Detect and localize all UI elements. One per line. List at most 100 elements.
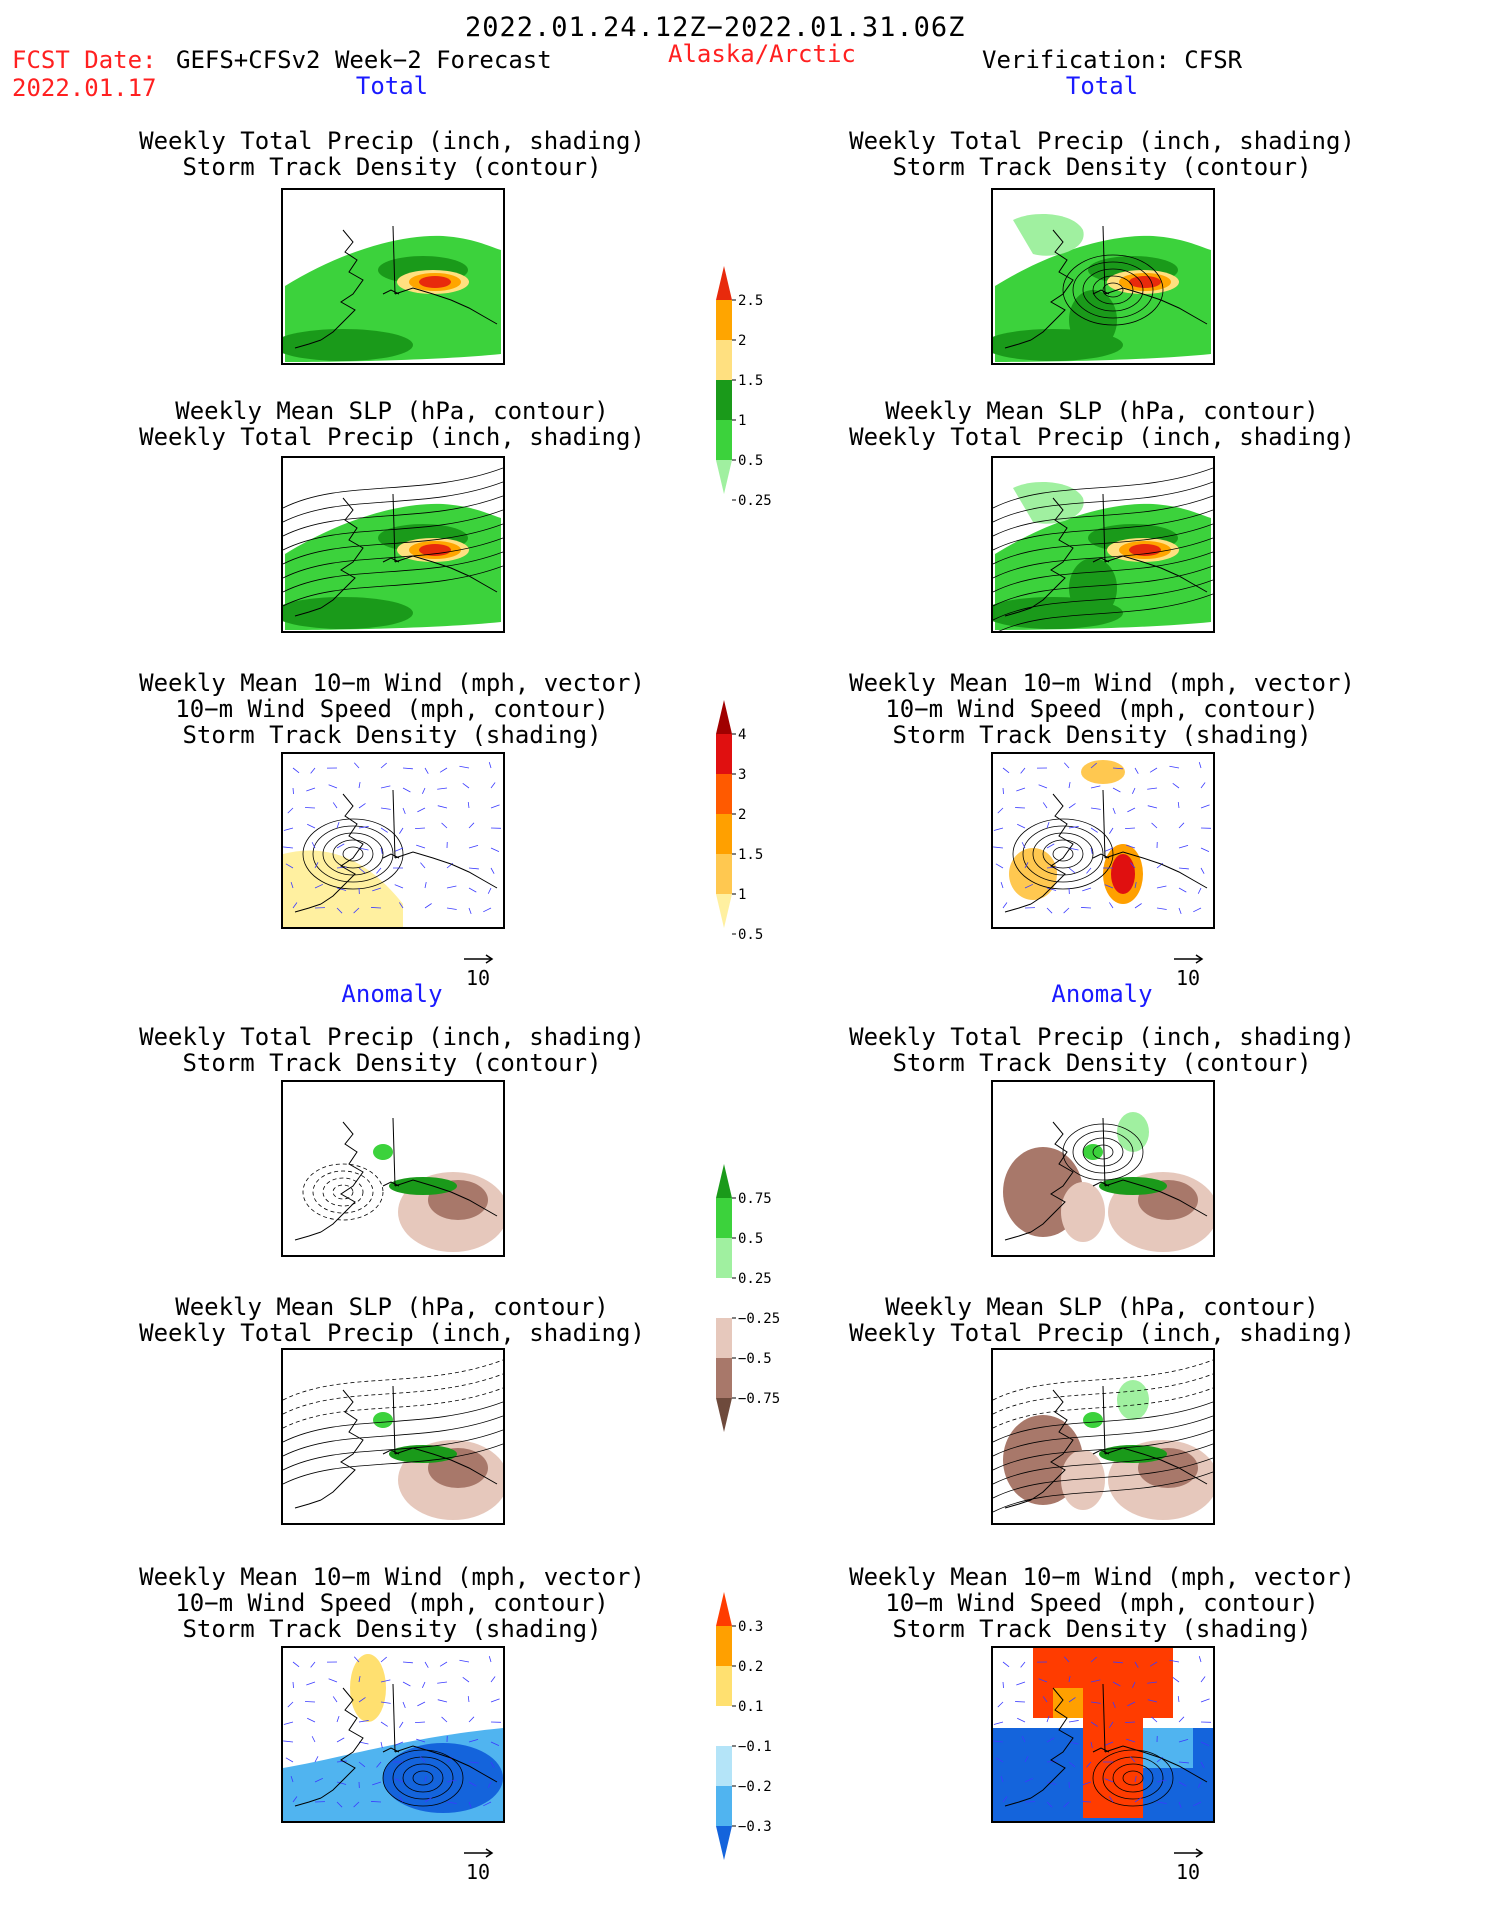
wind-vectors [283,1655,501,1808]
map-vf-total-slp-precip [991,456,1215,633]
reference-vector-fc-anom: 10 [448,1846,508,1884]
anomaly-shading [389,1445,457,1463]
colorbar-tick-label: −0.75 [738,1391,780,1407]
wind-vectors [993,1655,1211,1808]
colorbar-tick-label: 0.2 [738,1659,763,1675]
colorbar-tick-label: 0.5 [738,453,763,469]
contours [1062,254,1164,326]
colorbar-tick-label: 2.5 [738,293,763,309]
title-fc-total-3: Weekly Mean 10−m Wind (mph, vector) 10−m … [139,669,645,749]
coastline [294,1117,498,1241]
anomaly-shading [350,1654,386,1722]
contours [302,1163,384,1221]
region-label: Alaska/Arctic [668,40,856,68]
colorbar-tick-label: 3 [738,767,746,783]
colorbar-segment [716,380,732,420]
map-fc-total-precip-track [281,188,505,365]
map-fc-anom-slp-precip [281,1348,505,1525]
reference-vector-vf-anom: 10 [1158,1846,1218,1884]
precip-shading [283,329,413,361]
colorbar-segment [716,734,732,774]
fcst-date-label: FCST Date: [12,46,157,74]
anomaly-shading [1117,1112,1149,1152]
arrow-icon [464,954,494,964]
colorbar-total-precip: 2.5 2 1.5 1 0.5 0.25 [716,266,806,509]
coastline [294,493,498,617]
storm-shading [1111,854,1135,894]
colorbar-tick-label: 0.25 [738,1271,772,1287]
map-svg [283,761,501,927]
reference-vector-label: 10 [465,1860,491,1884]
colorbar-anomaly-storm-density: 0.3 0.2 0.1 −0.1 −0.2 −0.3 [716,1592,806,1868]
precip-shading [1129,544,1161,556]
anomaly-shading [1117,1380,1149,1420]
colorbar-svg: 4 3 2 1.5 1 0.5 [716,700,763,943]
precip-shading [1013,482,1084,524]
isobars [283,1359,503,1485]
colorbar-anomaly-precip: 0.75 0.5 0.25 −0.25 −0.5 −0.75 [716,1164,806,1440]
colorbar-tick-label: 0.1 [738,1699,763,1715]
precip-shading [1069,290,1117,350]
colorbar-segment [716,1198,732,1238]
colorbar-tick-label: 2 [738,807,746,823]
reference-vector-label: 10 [1175,1860,1201,1884]
colorbar-segment [716,266,732,300]
colorbar-svg: 0.75 0.5 0.25 −0.25 −0.5 −0.75 [716,1164,780,1432]
colorbar-segment [716,420,732,460]
map-svg [993,760,1211,914]
map-fc-total-slp-precip [281,456,505,633]
title-fc-anom-3: Weekly Mean 10−m Wind (mph, vector) 10−m … [139,1563,645,1643]
colorbar-tick-label: 0.75 [738,1191,772,1207]
wind-vectors [283,761,501,914]
colorbar-segment [716,1626,732,1666]
colorbar-tick-label: 1 [738,887,746,903]
colorbar-total-storm-density: 4 3 2 1.5 1 0.5 [716,700,806,943]
colorbar-tick-label: −0.25 [738,1311,780,1327]
arrow-icon [1174,1848,1204,1858]
map-svg [294,1117,503,1252]
colorbar-tick-label: 4 [738,727,746,743]
colorbar-segment [716,774,732,814]
title-vf-total-2: Weekly Mean SLP (hPa, contour) Weekly Tot… [849,397,1355,451]
coastline [294,225,498,349]
arrow-icon [464,1848,494,1858]
colorbar-segment [716,1706,732,1746]
map-vf-anom-precip-track [991,1080,1215,1257]
map-vf-anom-wind-track [991,1646,1215,1823]
coastline [1004,789,1208,913]
title-vf-total-3: Weekly Mean 10−m Wind (mph, vector) 10−m … [849,669,1355,749]
precip-shading [419,276,451,288]
colorbar-segment [716,300,732,340]
colorbar-tick-label: −0.5 [738,1351,772,1367]
coastline [1004,225,1208,349]
colorbar-segment [716,340,732,380]
colorbar-segment [716,1398,732,1432]
colorbar-tick-label: 0.5 [738,927,763,943]
colorbar-tick-label: 0.25 [738,493,772,509]
coastline [294,1385,498,1509]
anomaly-shading [1083,1412,1103,1428]
colorbar-tick-label: 2 [738,333,746,349]
anomaly-shading [1061,1450,1105,1510]
arrow-icon [1174,954,1204,964]
title-fc-total-1: Weekly Total Precip (inch, shading) Storm… [139,127,645,181]
reference-vector-fc-total: 10 [448,952,508,990]
precip-shading [1013,214,1084,256]
reference-vector-vf-total: 10 [1158,952,1218,990]
colorbar-segment [716,1164,732,1198]
colorbar-segment [716,1666,732,1706]
reference-vector-label: 10 [1175,966,1201,990]
map-svg [993,467,1213,631]
anomaly-shading [1083,1718,1143,1818]
coastline [1004,493,1208,617]
map-vf-anom-slp-precip [991,1348,1215,1525]
reference-vector-label: 10 [465,966,491,990]
contours [1012,818,1114,890]
precip-shading [1129,276,1161,288]
map-vf-total-wind-track [991,752,1215,929]
colorbar-segment [716,1238,732,1278]
title-vf-anom-1: Weekly Total Precip (inch, shading) Storm… [849,1023,1355,1077]
precip-shading [283,597,413,629]
coastline [294,789,498,913]
coastline [1004,1385,1208,1509]
